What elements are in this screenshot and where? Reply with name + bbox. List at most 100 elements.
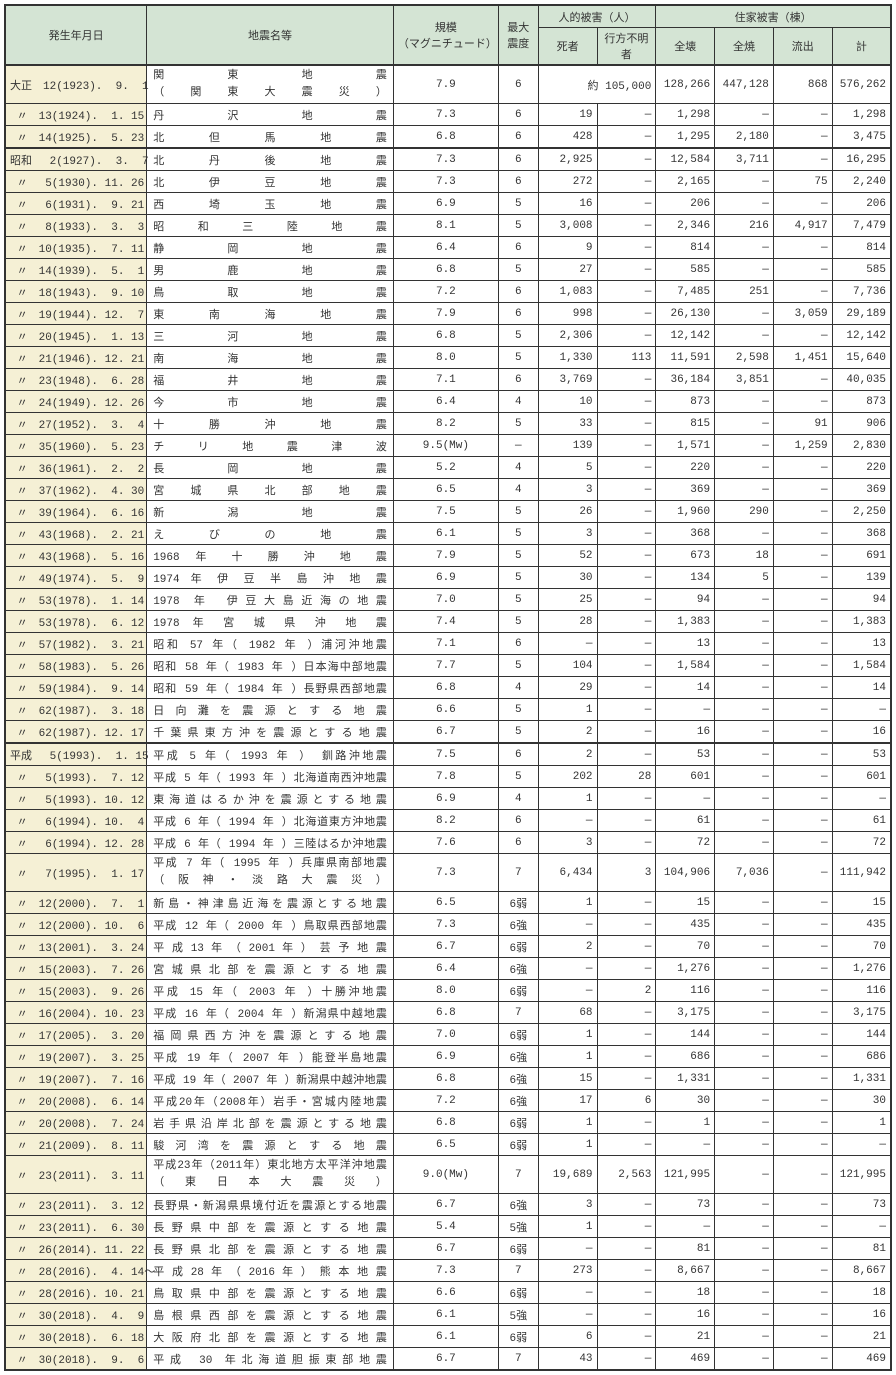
cell-intensity: 6 [498,126,538,149]
cell-burned: — [715,1282,774,1304]
cell-missing: — [597,810,656,832]
cell-deaths: 5 [538,457,597,479]
cell-missing: — [597,215,656,237]
header-human-damage: 人的被害（人） [538,5,656,28]
cell-name: 平 成 28 年 （ 2016 年 ） 熊 本 地 震 [147,1260,394,1282]
cell-name: 男 鹿 地 震 [147,259,394,281]
cell-date: 大正 12(1923). 9. 1 [5,65,147,104]
table-row: 〃 12(2000). 10. 6平成 12 年（ 2000 年 ）鳥取県西部地… [5,914,891,936]
cell-washed: — [773,892,832,914]
cell-washed: 1,259 [773,435,832,457]
cell-burned: — [715,1156,774,1194]
table-row: 〃 49(1974). 5. 91974 年 伊 豆 半 島 沖 地 震6.95… [5,567,891,589]
cell-deaths: 9 [538,237,597,259]
table-row: 〃 19(2007). 3. 25平成 19 年（ 2007 年 ）能登半島地震… [5,1046,891,1068]
cell-intensity: 7 [498,854,538,892]
cell-intensity: 7 [498,1156,538,1194]
cell-missing: — [597,958,656,980]
cell-deaths: 1,083 [538,281,597,303]
table-row: 〃 15(2003). 9. 26平成 15 年（ 2003 年 ）十勝沖地震8… [5,980,891,1002]
cell-magnitude: 6.8 [393,677,498,699]
cell-name: 平成 7 年（ 1995 年 ）兵庫県南部地震 （ 阪 神 ・ 淡 路 大 震 … [147,854,394,892]
cell-missing: — [597,1046,656,1068]
cell-name: 平 成 13 年 （ 2001 年 ） 芸 予 地 震 [147,936,394,958]
cell-name: 三 河 地 震 [147,325,394,347]
cell-deaths: 3,008 [538,215,597,237]
cell-missing: 3 [597,854,656,892]
cell-date: 〃 20(1945). 1. 13 [5,325,147,347]
cell-burned: — [715,457,774,479]
cell-name: 駿 河 湾 を 震 源 と す る 地 震 [147,1134,394,1156]
cell-destroyed: 144 [656,1024,715,1046]
cell-destroyed: 7,485 [656,281,715,303]
cell-date: 〃 8(1933). 3. 3 [5,215,147,237]
cell-name: 福 井 地 震 [147,369,394,391]
cell-missing: — [597,413,656,435]
cell-destroyed: 12,584 [656,148,715,171]
cell-destroyed: 94 [656,589,715,611]
cell-total: 1,383 [832,611,891,633]
cell-intensity: 7 [498,1002,538,1024]
cell-total: 16 [832,1304,891,1326]
cell-deaths: 1 [538,699,597,721]
cell-name: 長 岡 地 震 [147,457,394,479]
cell-total: 70 [832,936,891,958]
cell-date: 〃 28(2016). 10. 21 [5,1282,147,1304]
cell-burned: — [715,958,774,980]
cell-total: 139 [832,567,891,589]
cell-magnitude: 5.4 [393,1216,498,1238]
cell-burned: — [715,1002,774,1024]
cell-date: 〃 5(1993). 7. 12 [5,766,147,788]
cell-destroyed: 13 [656,633,715,655]
cell-intensity: 6弱 [498,936,538,958]
cell-magnitude: 7.5 [393,501,498,523]
cell-date: 〃 7(1995). 1. 17 [5,854,147,892]
cell-date: 〃 6(1931). 9. 21 [5,193,147,215]
cell-missing: — [597,457,656,479]
cell-washed: — [773,589,832,611]
cell-destroyed: 585 [656,259,715,281]
cell-date: 〃 24(1949). 12. 26 [5,391,147,413]
cell-total: 2,250 [832,501,891,523]
cell-burned: 251 [715,281,774,303]
cell-burned: — [715,788,774,810]
cell-total: 368 [832,523,891,545]
cell-destroyed: 814 [656,237,715,259]
cell-deaths: 52 [538,545,597,567]
cell-intensity: 5 [498,413,538,435]
cell-total: 206 [832,193,891,215]
cell-total: 116 [832,980,891,1002]
header-house-damage: 住家被害（棟） [656,5,891,28]
cell-destroyed: 435 [656,914,715,936]
table-row: 〃 6(1931). 9. 21西 埼 玉 地 震6.9516—206——206 [5,193,891,215]
cell-date: 〃 13(2001). 3. 24 [5,936,147,958]
cell-total: 121,995 [832,1156,891,1194]
cell-name: え び の 地 震 [147,523,394,545]
cell-intensity: 6 [498,281,538,303]
cell-intensity: 6 [498,237,538,259]
cell-deaths: 104 [538,655,597,677]
cell-magnitude: 8.0 [393,980,498,1002]
cell-date: 〃 59(1984). 9. 14 [5,677,147,699]
table-row: 〃 14(1925). 5. 23北 但 馬 地 震6.86428—1,2952… [5,126,891,149]
table-row: 〃 23(2011). 3. 12長野県・新潟県県境付近を震源とする地震6.76… [5,1194,891,1216]
cell-missing: — [597,435,656,457]
cell-name: 丹 沢 地 震 [147,104,394,126]
cell-washed: 3,059 [773,303,832,325]
cell-deaths: — [538,958,597,980]
cell-deaths: 17 [538,1090,597,1112]
cell-missing: — [597,126,656,149]
cell-name: 平成 19 年（ 2007 年 ）新潟県中越沖地震 [147,1068,394,1090]
cell-total: — [832,699,891,721]
cell-deaths: 2 [538,743,597,766]
cell-deaths: 1 [538,1024,597,1046]
cell-deaths: 6,434 [538,854,597,892]
cell-washed: — [773,104,832,126]
cell-intensity: 5 [498,193,538,215]
table-row: 〃 10(1935). 7. 11静 岡 地 震6.469—814——814 [5,237,891,259]
cell-intensity: 5 [498,721,538,744]
cell-destroyed: 134 [656,567,715,589]
cell-intensity: 5 [498,347,538,369]
cell-missing: — [597,589,656,611]
cell-name: 鳥 取 県 中 部 を 震 源 と す る 地 震 [147,1282,394,1304]
